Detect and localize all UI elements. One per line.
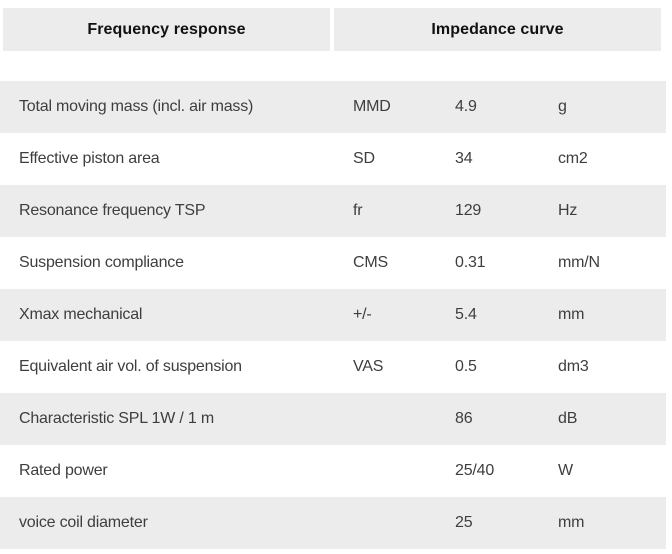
table-row: Rated power 25/40 W xyxy=(0,445,666,497)
param-value: 129 xyxy=(455,202,482,219)
param-symbol: MMD xyxy=(353,98,391,115)
table-row: Xmax mechanical +/- 5.4 mm xyxy=(0,289,666,341)
param-label: Xmax mechanical xyxy=(19,306,143,323)
table-row: Characteristic SPL 1W / 1 m 86 dB xyxy=(0,393,666,445)
param-label: voice coil diameter xyxy=(19,514,148,531)
param-label: Resonance frequency TSP xyxy=(19,202,206,219)
param-label: Rated power xyxy=(19,462,108,479)
param-symbol: SD xyxy=(353,150,375,167)
param-label: Characteristic SPL 1W / 1 m xyxy=(19,410,214,427)
param-value: 0.31 xyxy=(455,254,486,271)
param-unit: dB xyxy=(558,410,578,427)
param-unit: mm/N xyxy=(558,254,600,271)
param-symbol: fr xyxy=(353,202,363,219)
param-symbol: VAS xyxy=(353,358,384,375)
tab-frequency-response[interactable]: Frequency response xyxy=(3,8,330,51)
param-unit: dm3 xyxy=(558,358,589,375)
param-unit: mm xyxy=(558,306,585,323)
spec-table: Total moving mass (incl. air mass) MMD 4… xyxy=(0,81,666,549)
param-unit: g xyxy=(558,98,567,115)
param-value: 0.5 xyxy=(455,358,477,375)
param-value: 34 xyxy=(455,150,473,167)
param-value: 4.9 xyxy=(455,98,477,115)
chart-tab-bar: Frequency response Impedance curve xyxy=(3,8,661,51)
param-value: 25/40 xyxy=(455,462,495,479)
table-row: Effective piston area SD 34 cm2 xyxy=(0,133,666,185)
param-unit: Hz xyxy=(558,202,578,219)
param-value: 86 xyxy=(455,410,473,427)
param-unit: cm2 xyxy=(558,150,588,167)
param-symbol: CMS xyxy=(353,254,388,271)
table-row: Resonance frequency TSP fr 129 Hz xyxy=(0,185,666,237)
table-row: Total moving mass (incl. air mass) MMD 4… xyxy=(0,81,666,133)
param-value: 25 xyxy=(455,514,473,531)
param-label: Suspension compliance xyxy=(19,254,184,271)
param-unit: mm xyxy=(558,514,585,531)
tab-impedance-curve[interactable]: Impedance curve xyxy=(334,8,661,51)
param-label: Equivalent air vol. of suspension xyxy=(19,358,242,375)
param-unit: W xyxy=(558,462,573,479)
param-symbol: +/- xyxy=(353,306,372,323)
table-row: Equivalent air vol. of suspension VAS 0.… xyxy=(0,341,666,393)
param-label: Total moving mass (incl. air mass) xyxy=(19,98,254,115)
param-label: Effective piston area xyxy=(19,150,160,167)
param-value: 5.4 xyxy=(455,306,477,323)
table-row: voice coil diameter 25 mm xyxy=(0,497,666,549)
table-row: Suspension compliance CMS 0.31 mm/N xyxy=(0,237,666,289)
